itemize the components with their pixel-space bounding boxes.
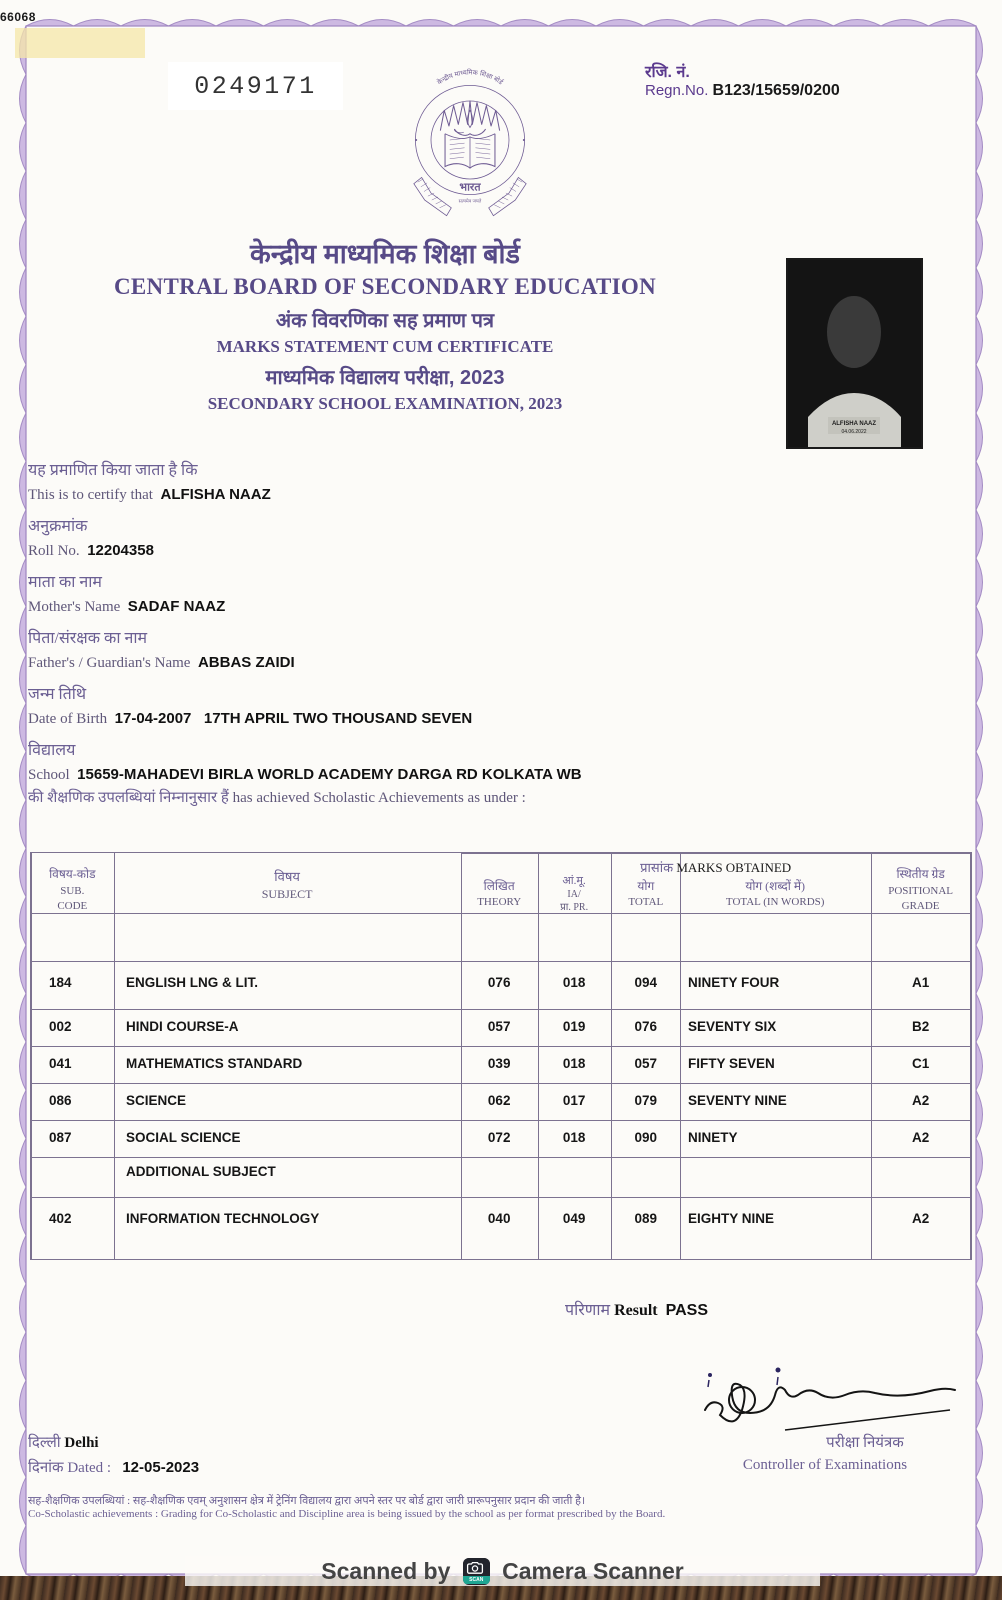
svg-text:ALFISHA NAAZ: ALFISHA NAAZ: [832, 421, 876, 427]
svg-text:भारत: भारत: [459, 182, 481, 194]
svg-text:केन्द्रीय माध्यमिक शिक्षा बोर्: केन्द्रीय माध्यमिक शिक्षा बोर्ड: [436, 68, 505, 87]
svg-text:सत्यमेव जयते: सत्यमेव जयते: [459, 197, 482, 203]
svg-text:04.06.2022: 04.06.2022: [841, 429, 866, 435]
